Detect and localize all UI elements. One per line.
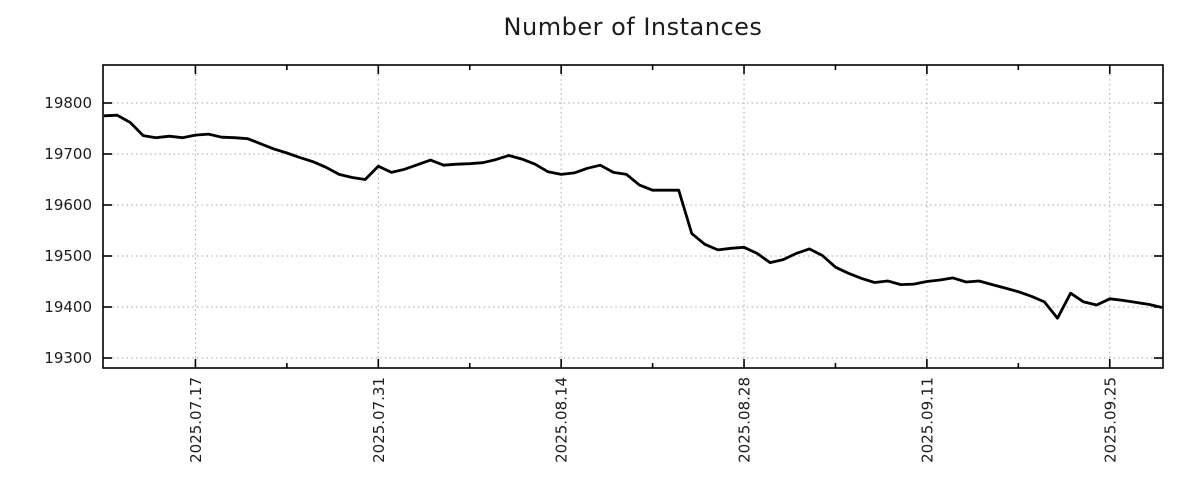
gridlines xyxy=(103,65,1163,368)
svg-text:2025.08.28: 2025.08.28 xyxy=(736,377,754,463)
svg-text:19800: 19800 xyxy=(44,94,92,112)
svg-text:19600: 19600 xyxy=(44,196,92,214)
chart-title: Number of Instances xyxy=(503,13,763,41)
svg-text:2025.07.31: 2025.07.31 xyxy=(370,377,388,463)
svg-text:19700: 19700 xyxy=(44,145,92,163)
y-tick-labels: 19300 19400 19500 19600 19700 19800 xyxy=(44,94,92,367)
svg-text:19500: 19500 xyxy=(44,247,92,265)
x-tick-labels: 2025.07.17 2025.07.31 2025.08.14 2025.08.28… xyxy=(187,377,1119,463)
svg-text:19300: 19300 xyxy=(44,349,92,367)
plot-border xyxy=(102,64,1164,369)
svg-text:19400: 19400 xyxy=(44,298,92,316)
svg-text:2025.08.14: 2025.08.14 xyxy=(553,377,571,463)
svg-text:2025.09.11: 2025.09.11 xyxy=(918,377,936,463)
svg-text:2025.09.25: 2025.09.25 xyxy=(1101,377,1119,463)
tick-marks xyxy=(103,65,1163,368)
series-line xyxy=(103,113,1163,320)
svg-text:2025.07.17: 2025.07.17 xyxy=(187,377,205,463)
